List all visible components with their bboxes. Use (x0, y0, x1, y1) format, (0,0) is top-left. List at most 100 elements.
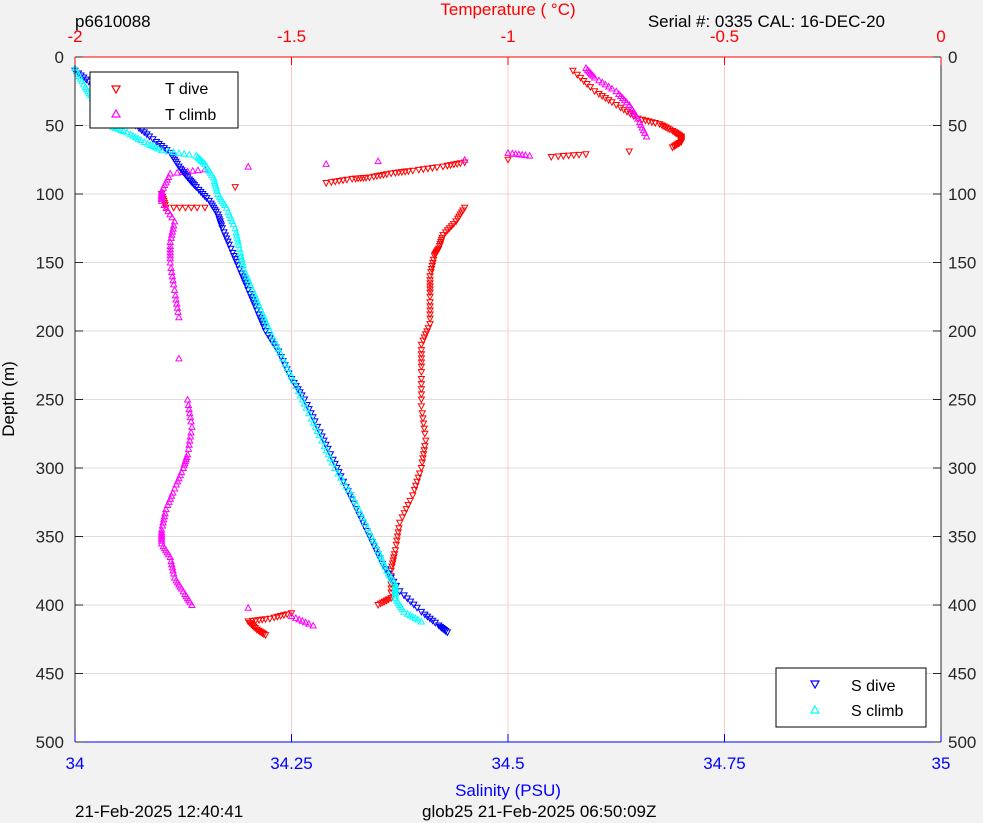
data-point (356, 509, 365, 517)
data-point (378, 560, 387, 568)
serial-calibration: Serial #: 0335 CAL: 16-DEC-20 (648, 12, 885, 31)
data-point (320, 437, 328, 445)
data-point (421, 443, 429, 451)
data-point (242, 282, 251, 290)
data-point (157, 194, 166, 202)
depth-tick-label-left: 100 (36, 185, 64, 204)
data-point (362, 174, 370, 182)
data-point (406, 497, 414, 505)
data-point (369, 536, 378, 544)
data-point (231, 184, 240, 192)
data-point (82, 76, 91, 84)
data-point (417, 381, 426, 389)
data-point (622, 98, 631, 106)
data-point (426, 311, 434, 319)
data-point (248, 617, 257, 625)
legend-temperature: T dive T climb (89, 71, 239, 129)
data-point (418, 459, 427, 467)
data-point (417, 386, 426, 394)
data-point (419, 455, 427, 463)
depth-tick-label-right: 300 (948, 459, 976, 478)
data-point (300, 396, 309, 404)
data-point (616, 104, 625, 112)
data-point (264, 322, 272, 330)
data-point (283, 363, 292, 371)
data-point (616, 92, 625, 100)
legend-t-climb-label: T climb (165, 107, 216, 124)
data-point (674, 140, 683, 148)
data-point (294, 387, 303, 395)
data-point (291, 381, 300, 389)
data-point (175, 148, 183, 156)
data-point (160, 200, 169, 208)
data-point (194, 153, 202, 161)
data-point (525, 151, 534, 159)
data-point (582, 151, 590, 159)
data-point (655, 121, 664, 129)
data-point (210, 176, 219, 184)
series-t-dive (157, 67, 686, 640)
data-point (166, 251, 175, 259)
data-point (287, 611, 296, 619)
data-point (612, 101, 621, 109)
data-point (315, 431, 324, 439)
footer-mission: glob25 21-Feb-2025 06:50:09Z (422, 802, 656, 821)
data-point (358, 513, 367, 521)
legend-t-dive-label: T dive (165, 81, 208, 98)
data-point (414, 615, 422, 623)
data-point (426, 273, 434, 281)
data-point (300, 399, 309, 407)
data-point (404, 501, 413, 510)
data-point (301, 618, 310, 626)
data-point (330, 463, 339, 471)
data-point (414, 474, 423, 482)
data-point (233, 234, 242, 242)
data-point (244, 162, 253, 170)
data-point (419, 166, 428, 174)
temperature-tick-label: -2 (67, 27, 82, 46)
depth-tick-label-right: 200 (948, 322, 976, 341)
data-point (173, 168, 182, 176)
data-point (417, 359, 426, 367)
data-point (188, 422, 196, 430)
data-point (152, 138, 161, 146)
data-point (395, 525, 403, 533)
data-point (326, 451, 335, 459)
data-point (367, 532, 376, 540)
data-point (598, 78, 607, 86)
legend-salinity: S dive S climb (775, 667, 927, 728)
data-point (400, 607, 408, 615)
data-point (183, 450, 192, 458)
depth-tick-label-left: 300 (36, 459, 64, 478)
data-point (155, 140, 163, 149)
data-point (352, 500, 361, 508)
data-point (604, 97, 613, 105)
data-point (426, 307, 434, 315)
data-point (586, 84, 595, 92)
data-point (143, 131, 151, 139)
temperature-tick-label: -1 (500, 27, 515, 46)
data-point (419, 420, 428, 428)
data-point (159, 515, 168, 523)
data-point (426, 321, 434, 329)
data-point (255, 302, 264, 310)
legend-s-climb-label: S climb (851, 703, 904, 720)
data-point (608, 99, 616, 107)
data-point (169, 566, 177, 574)
data-point (333, 465, 341, 473)
data-point (180, 149, 188, 157)
data-point (417, 363, 426, 371)
data-point (166, 258, 175, 266)
data-point (677, 133, 686, 141)
data-point (447, 223, 456, 231)
data-point (188, 600, 196, 608)
data-point (365, 533, 374, 541)
data-point (237, 251, 245, 259)
data-point (236, 248, 245, 256)
data-point (328, 458, 337, 466)
data-point (348, 175, 356, 183)
data-point (322, 159, 330, 167)
data-point (547, 154, 556, 162)
data-point (160, 512, 169, 520)
